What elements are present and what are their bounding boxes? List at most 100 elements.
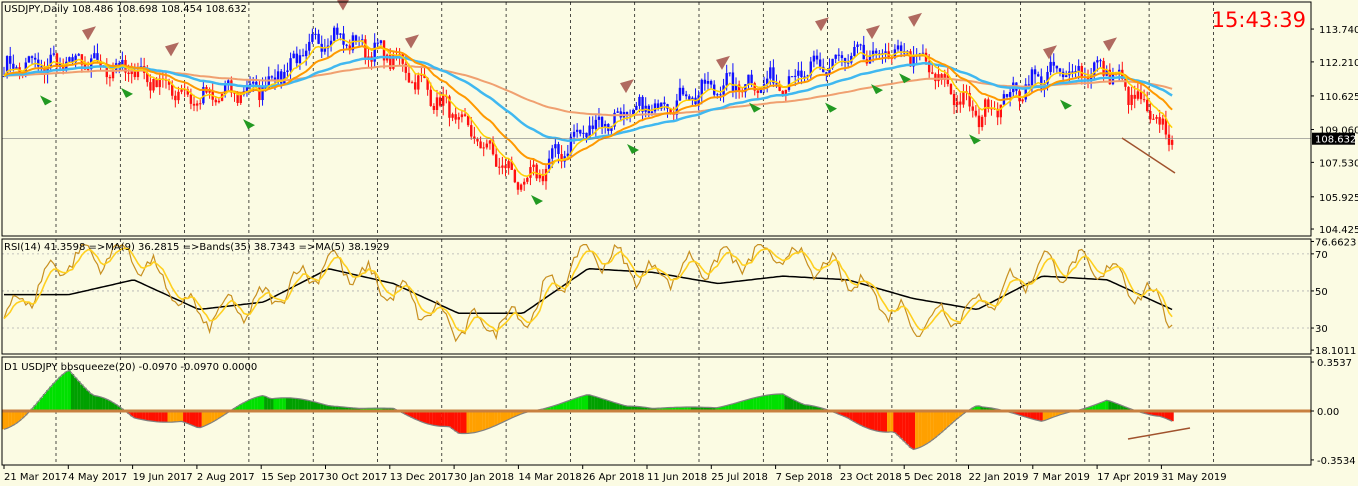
time-axis-label: 21 Mar 2017 <box>4 472 67 483</box>
candle-body <box>466 115 470 126</box>
squeeze-bar <box>242 402 246 411</box>
squeeze-bar <box>1036 411 1040 421</box>
rsi-axis-label: 70 <box>1315 250 1328 261</box>
squeeze-bar <box>2 411 6 430</box>
squeeze-bar <box>326 405 330 411</box>
squeeze-bar <box>1145 411 1149 415</box>
candle-body <box>1027 84 1031 86</box>
squeeze-bar <box>338 406 343 411</box>
candle-body <box>579 129 582 134</box>
squeeze-bar <box>753 397 757 411</box>
squeeze-bar <box>323 404 327 411</box>
candle-body <box>1099 60 1102 62</box>
candle-body <box>195 103 199 106</box>
time-axis-label: 14 Mar 2018 <box>518 472 581 483</box>
candle-body <box>71 57 74 63</box>
candle-body <box>632 109 635 116</box>
candle-body <box>840 55 844 59</box>
squeeze-bar <box>260 395 265 411</box>
squeeze-bar <box>606 400 610 411</box>
squeeze-bar <box>447 411 452 427</box>
candle-body <box>812 55 816 62</box>
squeeze-bar <box>756 396 760 411</box>
candle-body <box>987 99 990 109</box>
candle-body <box>407 72 411 83</box>
squeeze-bar <box>148 411 153 422</box>
squeeze-bar <box>921 411 925 446</box>
candle-body <box>146 72 149 83</box>
candle-body <box>311 34 314 42</box>
candle-body <box>990 108 993 110</box>
sma-slow-line <box>3 64 1173 117</box>
squeeze-bar <box>292 398 296 411</box>
candle-body <box>423 74 426 79</box>
squeeze-bar <box>718 406 723 411</box>
candle-body <box>336 27 339 35</box>
candle-body <box>825 72 828 75</box>
candle-body <box>834 54 837 59</box>
squeeze-bar <box>703 407 707 411</box>
candle-body <box>248 83 252 86</box>
candle-body <box>133 70 137 78</box>
squeeze-bar <box>192 411 196 427</box>
squeeze-bar <box>114 404 118 411</box>
squeeze-axis-label: 0.3537 <box>1317 358 1352 369</box>
candle-body <box>49 54 52 66</box>
squeeze-bar <box>940 411 944 433</box>
candle-body <box>1164 118 1168 135</box>
price-axis-label: 113.740 <box>1319 25 1358 36</box>
squeeze-bar <box>865 411 869 429</box>
squeeze-bar <box>1055 411 1059 416</box>
squeeze-bar <box>83 387 87 411</box>
squeeze-bar <box>276 398 280 411</box>
candle-body <box>404 63 408 73</box>
squeeze-bar <box>818 407 822 411</box>
candle-body <box>1065 75 1068 78</box>
squeeze-bar <box>503 411 508 421</box>
squeeze-bar <box>111 402 115 411</box>
squeeze-bar <box>572 398 576 411</box>
squeeze-bar <box>806 405 810 411</box>
squeeze-bar <box>295 398 299 411</box>
squeeze-bar <box>644 407 648 411</box>
candle-body <box>280 71 283 84</box>
candle-body <box>566 153 570 157</box>
candle-body <box>582 132 585 134</box>
squeeze-bar <box>257 396 262 411</box>
squeeze-bar <box>176 411 181 422</box>
rsi-panel[interactable] <box>2 243 1311 343</box>
candle-body <box>351 35 355 51</box>
candle-body <box>1096 60 1099 63</box>
candle-body <box>332 27 336 41</box>
candle-body <box>952 94 956 106</box>
squeeze-bar <box>781 393 785 411</box>
buy-arrow-icon <box>121 87 133 98</box>
candle-body <box>1093 62 1096 75</box>
candle-body <box>803 76 806 78</box>
candle-body <box>40 66 43 68</box>
candle-body <box>613 112 616 127</box>
candle-body <box>516 182 520 190</box>
squeeze-bar <box>158 411 162 422</box>
candle-body <box>507 161 510 169</box>
candle-body <box>30 56 34 58</box>
candle-body <box>828 67 831 75</box>
candle-body <box>809 61 812 76</box>
squeeze-bar <box>790 398 794 411</box>
price-panel[interactable] <box>2 0 1311 205</box>
candle-body <box>68 57 71 62</box>
bbsqueeze-panel[interactable] <box>2 369 1311 451</box>
squeeze-bar <box>52 383 56 411</box>
squeeze-bar <box>223 411 227 415</box>
squeeze-bar <box>410 411 414 418</box>
squeeze-bar <box>862 411 866 427</box>
squeeze-bar <box>986 407 990 411</box>
candle-body <box>1133 94 1136 99</box>
candle-body <box>1130 94 1133 105</box>
candle-body <box>245 85 249 92</box>
candle-body <box>1005 94 1009 97</box>
candle-body <box>501 165 504 168</box>
